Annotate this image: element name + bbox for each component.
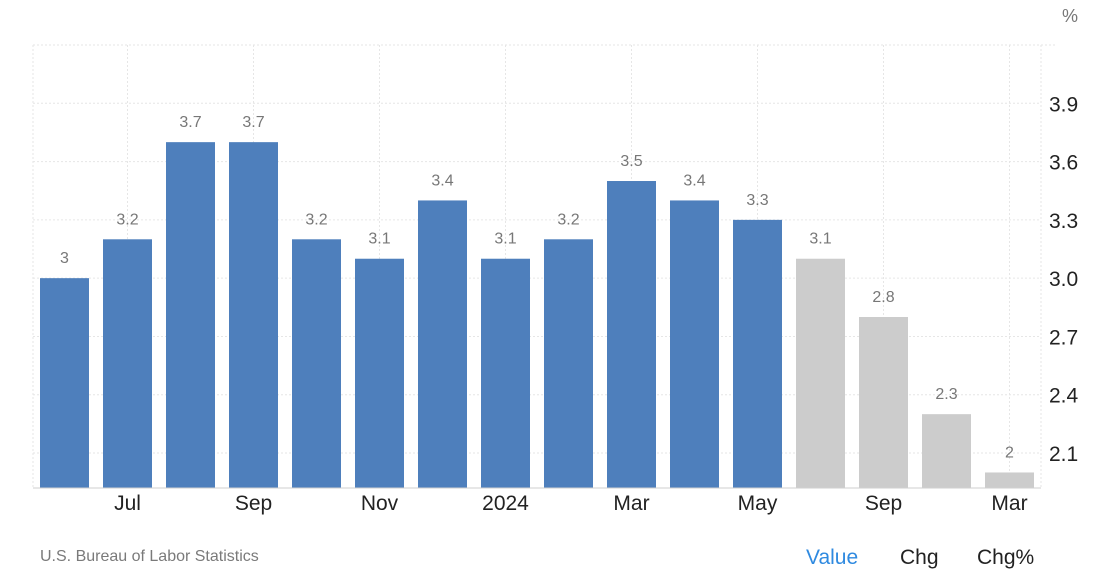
view-tabs: Value Chg Chg%	[0, 546, 1096, 576]
data-label: 3.1	[368, 231, 390, 248]
data-label: 3.2	[116, 211, 138, 228]
bar	[922, 414, 971, 488]
x-tick-label: Jul	[114, 492, 141, 515]
data-label: 2	[1005, 444, 1014, 461]
bar	[292, 239, 341, 488]
data-label: 2.3	[935, 386, 957, 403]
bar	[670, 200, 719, 488]
bar	[166, 142, 215, 489]
data-label: 3.4	[683, 172, 705, 189]
bar	[985, 472, 1034, 488]
y-tick-label: 3.3	[1049, 210, 1078, 233]
bar	[607, 181, 656, 488]
tab-chg-percent[interactable]: Chg%	[977, 546, 1035, 569]
data-label: 3	[60, 250, 69, 267]
bar	[796, 258, 845, 488]
x-tick-label: Mar	[991, 492, 1027, 515]
bar	[859, 317, 908, 488]
tab-chg[interactable]: Chg	[900, 546, 939, 569]
y-tick-label: 3.0	[1049, 268, 1078, 291]
data-label: 3.2	[305, 211, 327, 228]
x-tick-label: Sep	[235, 492, 272, 515]
data-label: 3.3	[746, 192, 768, 209]
y-tick-label: 2.1	[1049, 443, 1078, 466]
bar	[733, 219, 782, 489]
data-label: 3.1	[809, 231, 831, 248]
data-label: 3.7	[242, 114, 264, 131]
bar	[544, 239, 593, 488]
data-label: 3.5	[620, 153, 642, 170]
source-label: U.S. Bureau of Labor Statistics	[40, 548, 259, 565]
data-label: 3.7	[179, 114, 201, 131]
bar	[355, 258, 404, 488]
bar	[40, 278, 89, 488]
x-tick-label: Mar	[613, 492, 649, 515]
x-tick-label: 2024	[482, 492, 529, 515]
x-tick-label: Sep	[865, 492, 902, 515]
x-tick-label: May	[738, 492, 778, 515]
y-tick-label: 2.7	[1049, 326, 1078, 349]
bar	[229, 142, 278, 489]
y-tick-label: 3.9	[1049, 93, 1078, 116]
bar	[418, 200, 467, 488]
y-tick-label: 3.6	[1049, 152, 1078, 175]
data-label: 2.8	[872, 289, 894, 306]
bar	[481, 258, 530, 488]
y-axis-unit: %	[1062, 6, 1079, 26]
tab-value[interactable]: Value	[806, 546, 859, 569]
data-label: 3.2	[557, 211, 579, 228]
bar	[103, 239, 152, 488]
data-label: 3.4	[431, 172, 453, 189]
y-tick-label: 2.4	[1049, 385, 1079, 408]
x-tick-label: Nov	[361, 492, 399, 515]
data-label: 3.1	[494, 231, 516, 248]
